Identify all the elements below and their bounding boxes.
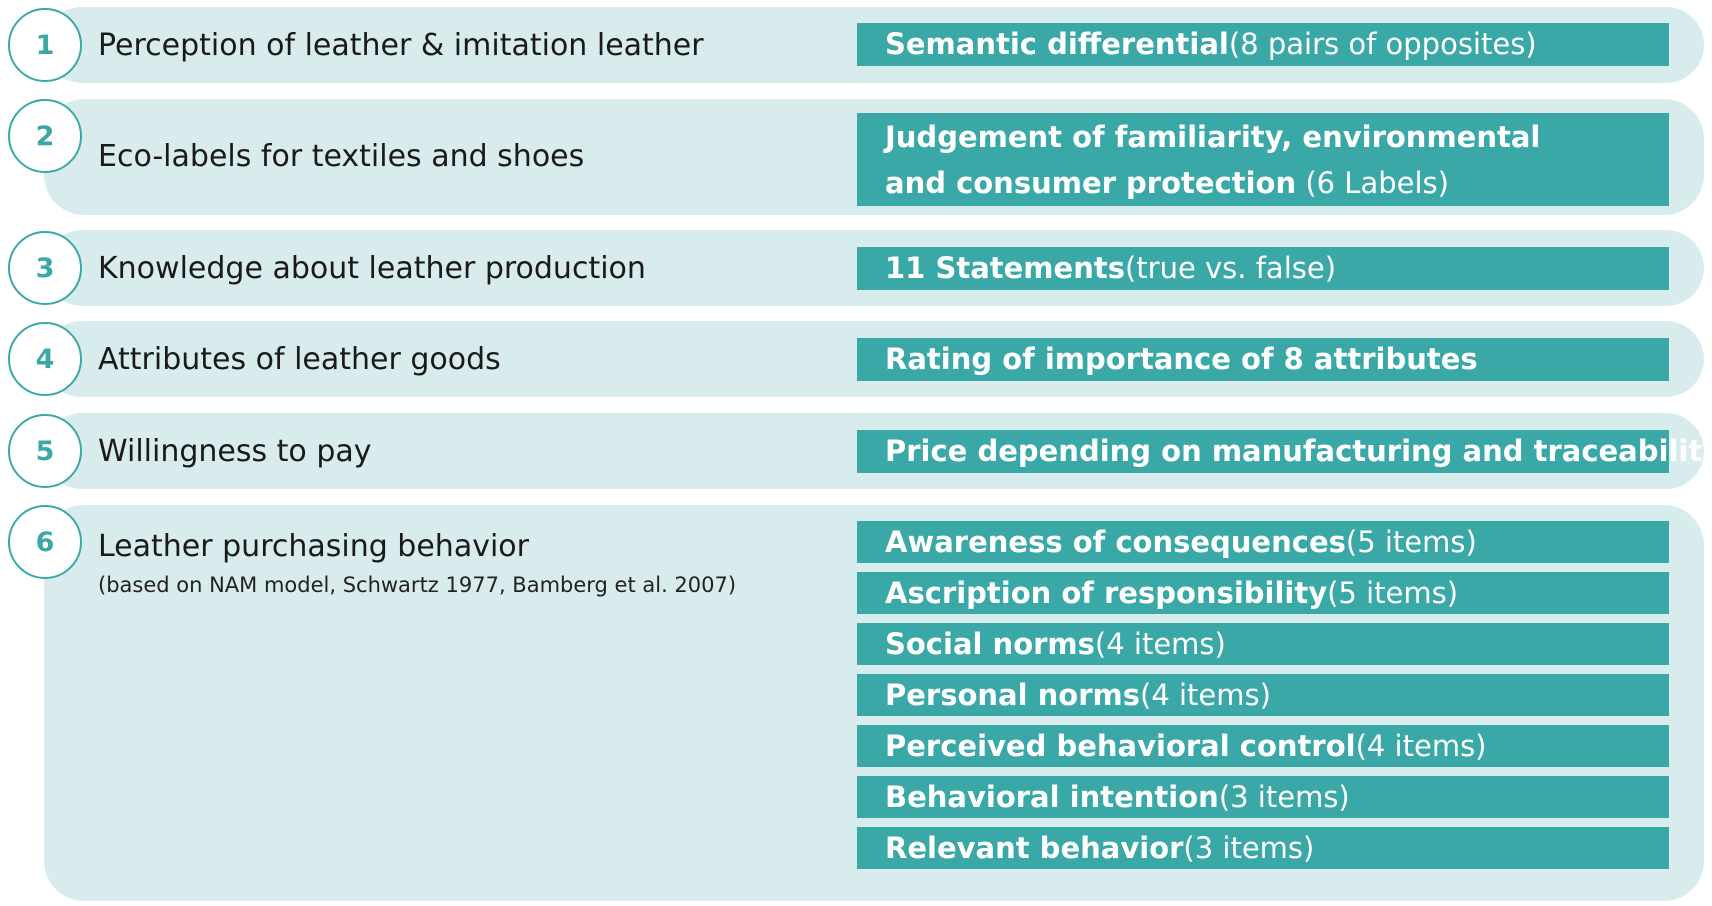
- step-number-badge: 4: [8, 322, 82, 396]
- method-bold: Behavioral intention: [885, 779, 1219, 814]
- method-bar: Awareness of consequences (5 items): [857, 521, 1669, 563]
- method-detail: (6 Labels): [1296, 165, 1449, 200]
- method-bold: Ascription of responsibility: [885, 575, 1328, 610]
- section-3: 3 Knowledge about leather production 11 …: [0, 230, 1712, 306]
- method-bold: Judgement of familiarity, environmental: [885, 119, 1541, 154]
- method-bold: Awareness of consequences: [885, 524, 1346, 559]
- step-number-badge: 2: [8, 99, 82, 173]
- method-bar: Personal norms (4 items): [857, 674, 1669, 716]
- method-bar: Social norms (4 items): [857, 623, 1669, 665]
- method-bar: Relevant behavior (3 items): [857, 827, 1669, 869]
- method-detail: (4 items): [1355, 728, 1487, 763]
- topic-label: Attributes of leather goods: [98, 342, 501, 377]
- method-bold: Perceived behavioral control: [885, 728, 1356, 763]
- method-detail: (5 items): [1327, 575, 1459, 610]
- method-bar: 11 Statements (true vs. false): [857, 247, 1669, 290]
- method-bar: Ascription of responsibility (5 items): [857, 572, 1669, 614]
- topic-label: Eco-labels for textiles and shoes: [98, 139, 585, 174]
- method-bar: Perceived behavioral control (4 items): [857, 725, 1669, 767]
- method-bar: Behavioral intention (3 items): [857, 776, 1669, 818]
- section-5: 5 Willingness to pay Price depending on …: [0, 413, 1712, 489]
- method-bold: Rating of importance of 8 attributes: [885, 342, 1478, 376]
- topic-label: Leather purchasing behavior: [98, 529, 529, 564]
- method-detail: (3 items): [1183, 830, 1315, 865]
- method-bold: Personal norms: [885, 677, 1141, 712]
- topic-label: Perception of leather & imitation leathe…: [98, 28, 704, 63]
- method-bar: Price depending on manufacturing and tra…: [857, 430, 1712, 473]
- model-reference-note: (based on NAM model, Schwartz 1977, Bamb…: [98, 573, 737, 597]
- method-bold: Semantic differential: [885, 27, 1229, 61]
- method-bold: Social norms: [885, 626, 1095, 661]
- method-detail: (3 items): [1218, 779, 1350, 814]
- section-2: 2 Eco-labels for textiles and shoes Judg…: [0, 99, 1712, 215]
- method-bold: and consumer protection: [885, 165, 1297, 200]
- section-6: 6 Leather purchasing behavior (based on …: [0, 505, 1712, 901]
- method-detail: (true vs. false): [1124, 251, 1337, 285]
- step-number-badge: 6: [8, 505, 82, 579]
- topic-label: Willingness to pay: [98, 434, 372, 469]
- topic-label: Knowledge about leather production: [98, 251, 646, 286]
- method-bold: 11 Statements: [885, 251, 1125, 285]
- method-detail: (8 pairs of opposites): [1228, 27, 1537, 61]
- method-bar: Judgement of familiarity, environmental …: [857, 113, 1669, 206]
- section-4: 4 Attributes of leather goods Rating of …: [0, 321, 1712, 397]
- section-1: 1 Perception of leather & imitation leat…: [0, 7, 1712, 83]
- step-number-badge: 3: [8, 231, 82, 305]
- step-number-badge: 1: [8, 8, 82, 82]
- method-detail: (5 items): [1345, 524, 1477, 559]
- method-detail: (4 items): [1140, 677, 1271, 712]
- method-detail: (4 items): [1094, 626, 1226, 661]
- method-bar: Rating of importance of 8 attributes: [857, 338, 1669, 381]
- method-bold: Relevant behavior: [885, 830, 1184, 865]
- method-bar: Semantic differential (8 pairs of opposi…: [857, 23, 1669, 66]
- step-number-badge: 5: [8, 414, 82, 488]
- method-bold: Price depending on manufacturing and tra…: [885, 434, 1712, 468]
